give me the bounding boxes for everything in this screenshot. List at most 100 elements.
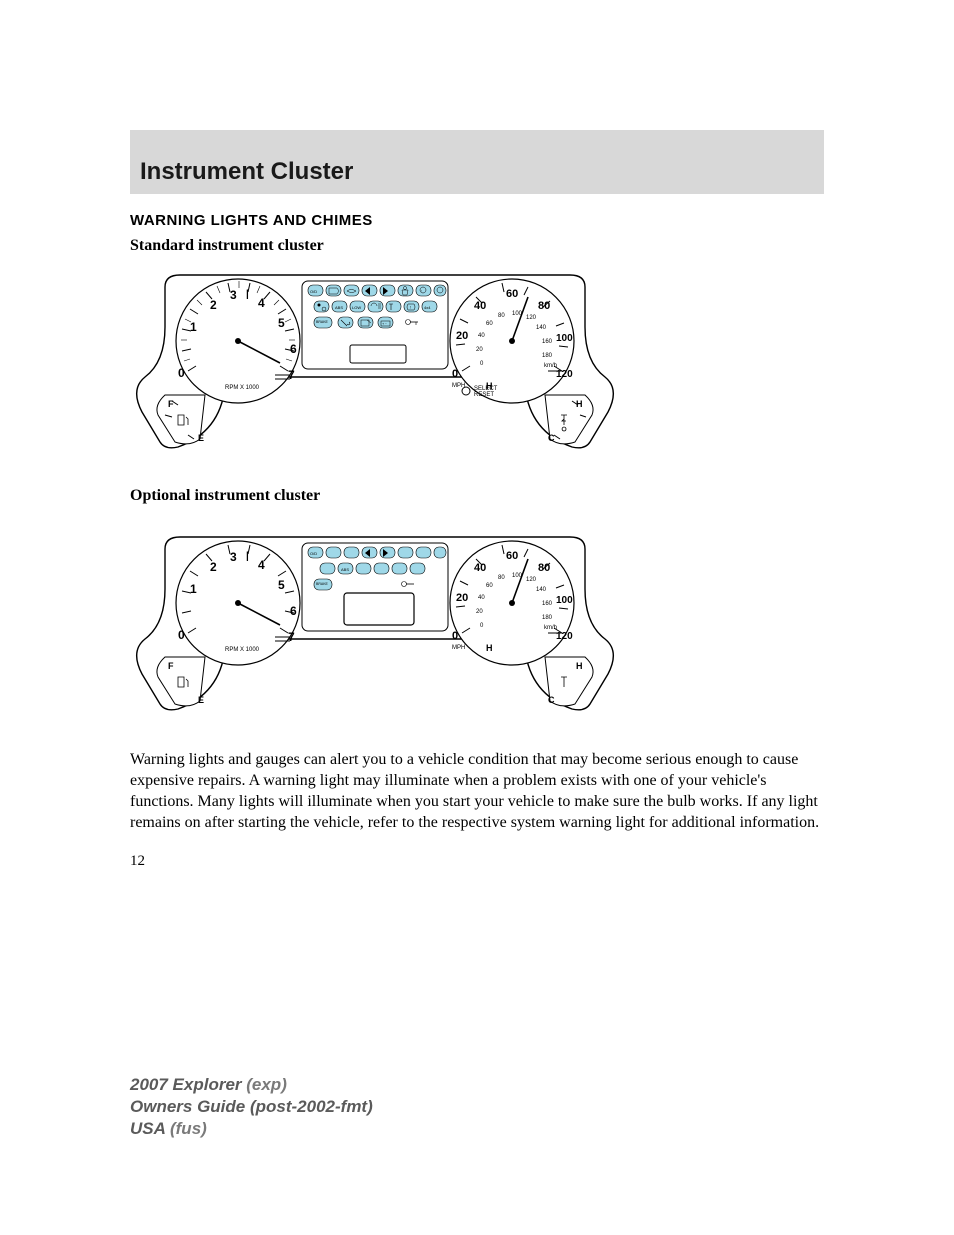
tach-4: 4 <box>258 296 265 310</box>
tachometer-opt: 0 1 2 3 | 4 5 6 7 RPM X 1000 <box>176 541 300 665</box>
svg-text:BRAKE: BRAKE <box>316 320 329 324</box>
warning-light-panel: O/D ! <box>302 281 448 369</box>
footer-region: USA <box>130 1119 165 1138</box>
airbag-icon <box>320 563 335 574</box>
svg-text:140: 140 <box>536 587 547 593</box>
chapter-title: Instrument Cluster <box>140 158 814 186</box>
svg-text:80: 80 <box>498 313 505 319</box>
svg-text:ABS: ABS <box>341 567 349 572</box>
svg-text:180: 180 <box>542 615 553 621</box>
speed-20: 20 <box>456 330 468 342</box>
svg-text:RPM X 1000: RPM X 1000 <box>225 647 260 653</box>
svg-text:2: 2 <box>210 560 217 574</box>
svg-text:1: 1 <box>190 582 197 596</box>
oil-icon <box>344 285 359 296</box>
washer-icon <box>386 301 401 312</box>
footer-guide: Owners Guide (post-2002-fmt) <box>130 1096 373 1118</box>
brake-icon <box>416 285 431 296</box>
svg-text:!: ! <box>410 305 411 310</box>
svg-text:180: 180 <box>542 353 553 359</box>
standard-cluster-svg: 0 1 2 3 | 4 5 6 7 RPM X 1000 F E <box>130 267 620 457</box>
svg-text:80: 80 <box>538 562 550 574</box>
footer-fus: (fus) <box>165 1119 207 1138</box>
footer: 2007 Explorer (exp) Owners Guide (post-2… <box>130 1074 373 1140</box>
optional-cluster-diagram: 0 1 2 3 | 4 5 6 7 RPM X 1000 F E <box>130 529 620 719</box>
washer-icon <box>392 563 407 574</box>
turn-right-icon <box>380 285 395 296</box>
message-center-display <box>344 593 414 625</box>
headlamp-icon <box>374 563 389 574</box>
speed-40: 40 <box>474 300 486 312</box>
seatbelt-icon <box>398 547 413 558</box>
svg-text:O/D: O/D <box>310 551 317 556</box>
svg-text:40: 40 <box>478 333 485 339</box>
svg-text:H: H <box>576 661 583 671</box>
svg-text:4x4: 4x4 <box>424 305 431 310</box>
svg-text:F: F <box>168 661 174 671</box>
svg-text:ABS: ABS <box>335 305 343 310</box>
speedometer: 0 20 40 60 80 100 120 02040 6080100 1201… <box>450 279 574 403</box>
fuel-full: F <box>168 399 174 409</box>
turn-right-icon <box>380 547 395 558</box>
svg-text:C: C <box>548 695 555 705</box>
kmh-label: km/h <box>544 363 557 369</box>
svg-text:5: 5 <box>278 578 285 592</box>
tachometer: 0 1 2 3 | 4 5 6 7 RPM X 1000 <box>176 279 300 403</box>
svg-text:LOW: LOW <box>352 305 361 310</box>
svg-text:km/h: km/h <box>544 625 557 631</box>
svg-text:|: | <box>246 551 249 562</box>
speedometer-opt: 0 20 40 60 80 100 120 02040 6080100 1201… <box>450 541 574 665</box>
tach-1: 1 <box>190 320 197 334</box>
svg-text:100: 100 <box>556 595 573 606</box>
airbag-icon <box>314 301 329 312</box>
engine-icon <box>326 547 341 558</box>
svg-text:3: 3 <box>230 550 237 564</box>
page-number: 12 <box>130 853 824 870</box>
tpms-icon <box>410 563 425 574</box>
svg-text:120: 120 <box>526 577 537 583</box>
headlamp-icon <box>368 301 383 312</box>
svg-text:40: 40 <box>474 562 486 574</box>
fuel-low-icon <box>356 563 371 574</box>
speed-100: 100 <box>556 333 573 344</box>
svg-text:!: ! <box>421 289 422 293</box>
footer-exp: (exp) <box>242 1075 287 1094</box>
speed-0: 0 <box>452 368 458 380</box>
tach-0: 0 <box>178 366 185 380</box>
door-ajar-icon <box>358 317 373 328</box>
svg-text:BRAKE: BRAKE <box>316 582 329 586</box>
svg-text:80: 80 <box>498 575 505 581</box>
svg-text:6: 6 <box>290 604 297 618</box>
tach-6: 6 <box>290 342 297 356</box>
tach-3: 3 <box>230 288 237 302</box>
body-paragraph: Warning lights and gauges can alert you … <box>130 749 824 833</box>
svg-text:+ -: + - <box>382 321 387 326</box>
tach-2: 2 <box>210 298 217 312</box>
select-reset-button <box>462 387 470 395</box>
chapter-header: Instrument Cluster <box>130 130 824 194</box>
svg-text:H: H <box>486 643 493 653</box>
svg-text:20: 20 <box>476 609 483 615</box>
optional-cluster-svg: 0 1 2 3 | 4 5 6 7 RPM X 1000 F E <box>130 529 620 719</box>
oil-icon <box>344 547 359 558</box>
svg-text:|: | <box>246 289 249 300</box>
cruise-icon <box>434 547 446 558</box>
warning-light-panel-opt: O/D ABS BRAKE <box>302 543 448 631</box>
svg-text:MPH: MPH <box>452 645 465 651</box>
svg-text:4: 4 <box>258 558 265 572</box>
standard-cluster-label: Standard instrument cluster <box>130 237 824 255</box>
odometer-display <box>350 345 406 363</box>
svg-text:60: 60 <box>486 321 493 327</box>
speed-80: 80 <box>538 300 550 312</box>
fuel-empty: E <box>198 433 204 443</box>
temp-cold: C <box>548 433 555 443</box>
svg-text:E: E <box>198 695 204 705</box>
tach-unit: RPM X 1000 <box>225 385 260 391</box>
section-heading: WARNING LIGHTS AND CHIMES <box>130 212 824 229</box>
standard-cluster-diagram: 0 1 2 3 | 4 5 6 7 RPM X 1000 F E <box>130 267 620 457</box>
svg-text:60: 60 <box>486 583 493 589</box>
tach-5: 5 <box>278 316 285 330</box>
svg-text:RESET: RESET <box>474 392 494 398</box>
svg-text:20: 20 <box>476 347 483 353</box>
svg-text:O/D: O/D <box>310 289 317 294</box>
